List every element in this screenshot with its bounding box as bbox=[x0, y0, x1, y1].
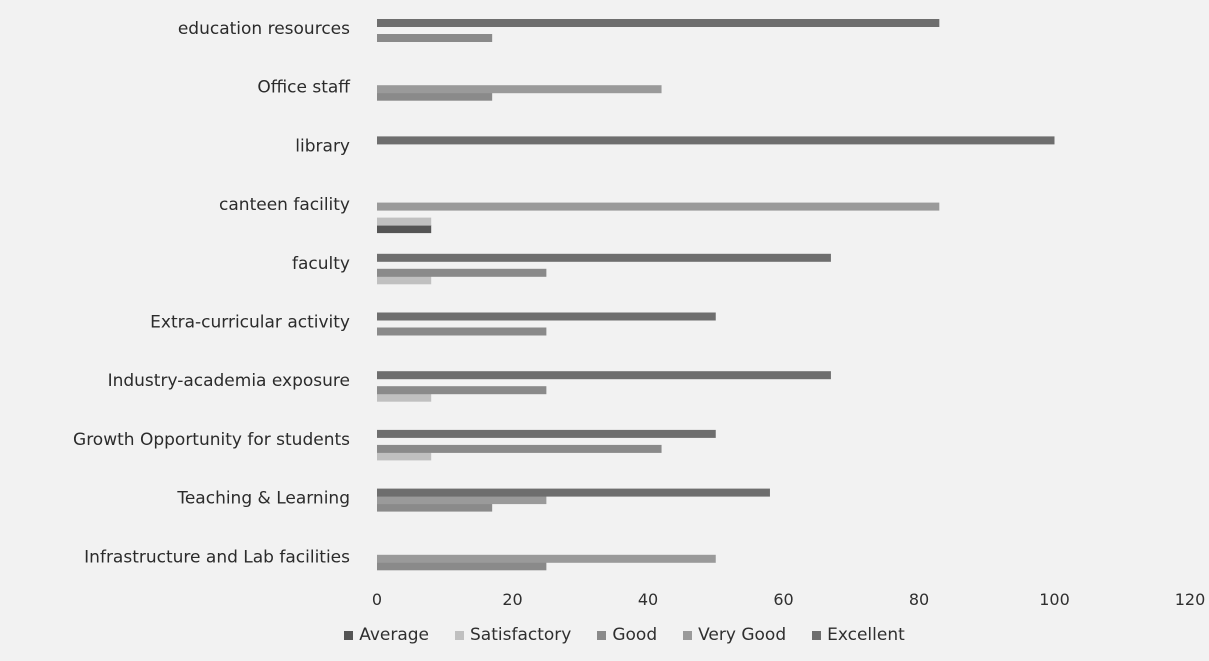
category-label: canteen facility bbox=[219, 195, 350, 215]
bar-good bbox=[377, 268, 547, 277]
category-label: faculty bbox=[292, 254, 350, 274]
category-label: Extra-curricular activity bbox=[150, 313, 350, 333]
category-label: education resources bbox=[178, 19, 350, 39]
bar-satisfactory bbox=[377, 276, 432, 285]
bar-satisfactory bbox=[377, 217, 432, 226]
bar-very-good bbox=[377, 496, 547, 505]
legend-label: Excellent bbox=[827, 625, 905, 645]
x-tick-label: 0 bbox=[372, 590, 382, 609]
bar-good bbox=[377, 444, 662, 453]
category-label: Infrastructure and Lab facilities bbox=[84, 547, 350, 567]
legend-item: Average bbox=[344, 625, 429, 645]
legend: Average Satisfactory Good Very Good Excellen… bbox=[0, 625, 1209, 645]
bar-excellent bbox=[377, 19, 940, 27]
bar-good bbox=[377, 92, 493, 101]
legend-label: Very Good bbox=[698, 625, 787, 645]
legend-label: Good bbox=[612, 625, 658, 645]
bar-excellent bbox=[377, 312, 716, 321]
category-label: Teaching & Learning bbox=[176, 489, 350, 509]
bar-good bbox=[377, 327, 547, 336]
bar-very-good bbox=[377, 85, 662, 94]
x-tick-label: 80 bbox=[909, 590, 929, 609]
legend-item: Satisfactory bbox=[455, 625, 571, 645]
bar-good bbox=[377, 562, 547, 571]
bar-very-good bbox=[377, 554, 716, 563]
legend-label: Average bbox=[359, 625, 430, 645]
x-tick-label: 20 bbox=[502, 590, 522, 609]
bar-good bbox=[377, 503, 493, 512]
legend-swatch-icon bbox=[683, 630, 693, 640]
bar-good bbox=[377, 386, 547, 395]
bar-satisfactory bbox=[377, 452, 432, 461]
bar-excellent bbox=[377, 371, 831, 380]
category-label: library bbox=[295, 136, 350, 156]
legend-label: Satisfactory bbox=[470, 625, 572, 645]
legend-swatch-icon bbox=[597, 630, 607, 640]
category-label: Growth Opportunity for students bbox=[73, 430, 350, 450]
x-tick-label: 60 bbox=[773, 590, 793, 609]
legend-swatch-icon bbox=[812, 630, 822, 640]
legend-swatch-icon bbox=[344, 630, 354, 640]
x-tick-label: 100 bbox=[1039, 590, 1070, 609]
category-label: Industry-academia exposure bbox=[108, 371, 350, 391]
bar-excellent bbox=[377, 488, 770, 497]
bar-chart-plot: education resources Office staff library ca… bbox=[73, 19, 1206, 609]
bar-satisfactory bbox=[377, 393, 432, 402]
x-tick-label: 120 bbox=[1175, 590, 1206, 609]
bar-excellent bbox=[377, 429, 716, 438]
legend-swatch-icon bbox=[455, 630, 465, 640]
legend-item: Good bbox=[597, 625, 657, 645]
bar-excellent bbox=[377, 253, 831, 262]
bar-average bbox=[377, 225, 432, 234]
legend-item: Excellent bbox=[812, 625, 905, 645]
legend-item: Very Good bbox=[683, 625, 786, 645]
category-label: Office staff bbox=[257, 78, 351, 98]
bar-excellent bbox=[377, 136, 1055, 145]
x-tick-label: 40 bbox=[638, 590, 658, 609]
bar-very-good bbox=[377, 202, 940, 211]
bar-good bbox=[377, 34, 493, 42]
